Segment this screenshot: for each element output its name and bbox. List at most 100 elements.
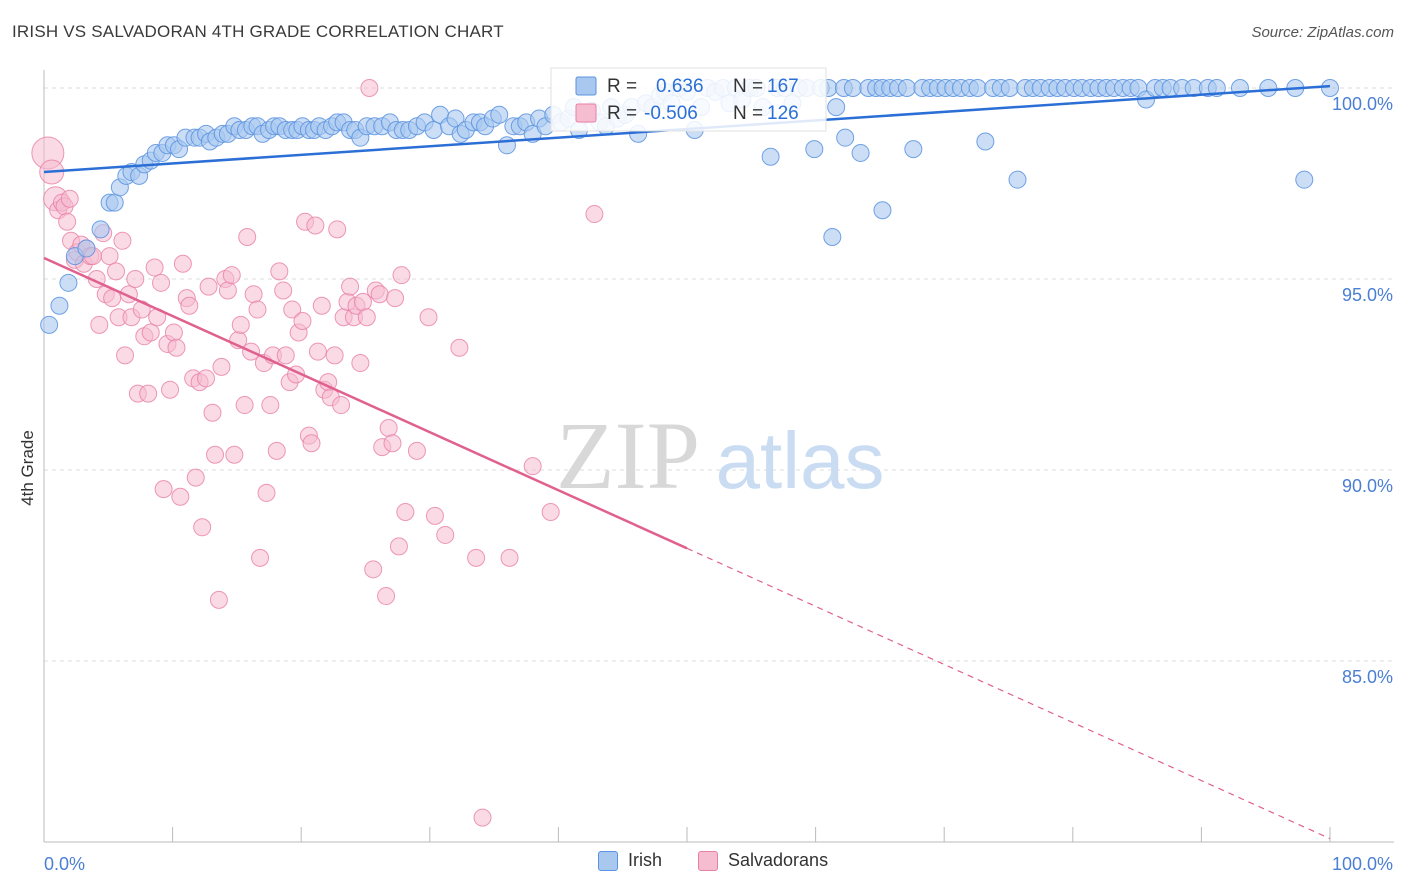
salvadorans-point [261,396,280,415]
irish-point [1230,79,1249,97]
y-tick-label: 95.0% [1342,285,1393,305]
salvadorans-point [167,338,186,357]
salvadorans-point [585,205,604,224]
salvadorans-point [218,281,237,300]
salvadorans-point [164,323,183,342]
legend-item-irish[interactable]: Irish [598,850,662,871]
legend-item-salvadorans[interactable]: Salvadorans [698,850,828,871]
legend-r-label-irish: R = [607,76,637,97]
irish-point [805,140,824,159]
legend-n-value-salvadorans: 126 [767,103,799,124]
irish-point [59,273,78,292]
salvadorans-point [90,315,109,334]
salvadorans-point [161,380,180,399]
salvadorans-point [270,262,289,281]
legend-bottom: Irish Salvadorans [0,850,1406,880]
irish-point [968,79,987,97]
y-tick-label: 100.0% [1332,94,1393,114]
salvadorans-point [197,369,216,388]
irish-point [490,105,509,124]
irish-point [424,121,443,140]
salvadorans-point [225,445,244,464]
salvadorans-point [351,354,370,373]
salvadorans-point [357,308,376,327]
salvadorans-point [370,285,389,304]
salvadorans-point [325,346,344,365]
gridlines [44,87,1394,662]
salvadorans-point [113,231,132,250]
salvadorans-point [523,457,542,476]
salvadorans-point [541,503,560,522]
watermark-zip: ZIP [556,402,700,509]
salvadorans-point [152,273,171,292]
salvadorans-point [308,342,327,361]
irish-point [761,147,780,166]
irish-point [827,98,846,117]
salvadorans-point [199,277,218,296]
salvadorans-point [392,266,411,285]
salvadorans-point [209,590,228,609]
irish-point [1008,170,1027,189]
salvadorans-point [257,483,276,502]
legend-r-label-salvadorans: R = [607,103,637,124]
salvadorans-point [222,266,241,285]
salvadorans-point [235,396,254,415]
salvadorans-point [386,289,405,308]
irish-point [77,239,96,258]
salvadorans-point [203,403,222,422]
irish-point [1321,79,1339,97]
legend-swatch-irish [575,76,597,96]
irish-point [497,136,516,155]
legend-label-salvadorans: Salvadorans [728,850,829,870]
irish-point [1259,79,1278,97]
salvadorans-point [425,506,444,525]
legend-label-irish: Irish [628,850,663,870]
legend-swatch-salvadorans-bottom [698,850,718,871]
legend-n-label-salvadorans: N = [733,103,763,124]
legend-swatch-salvadorans [575,103,597,123]
salvadorans-point [139,384,158,403]
salvadorans-point [126,270,145,288]
chart-title: IRISH VS SALVADORAN 4TH GRADE CORRELATIO… [12,22,504,41]
y-tick-label: 90.0% [1342,476,1393,496]
salvadorans-point [341,277,360,296]
legend-r-value-irish: 0.636 [656,76,704,97]
x-tick-label: 100.0% [1332,854,1393,874]
legend-n-value-irish: 167 [767,76,799,97]
salvadorans-point [419,308,438,327]
salvadorans-trend-line [43,256,688,550]
x-tick-label: 0.0% [44,854,85,874]
salvadorans-point [58,212,77,231]
legend-r-value-salvadorans: -0.506 [644,103,698,124]
salvadorans-point [141,323,160,342]
watermark: ZIP atlas [556,402,884,509]
irish-point [1295,170,1314,189]
irish-point [50,296,69,315]
salvadorans-point [407,441,426,460]
salvadorans-point [436,525,455,544]
salvadorans-point [360,79,379,97]
salvadorans-point [312,296,331,315]
salvadorans-point [248,300,267,319]
salvadorans-trend-line-extended [686,547,1331,840]
irish-point [1000,79,1019,97]
legend-stats: R = 0.636 N = 167 R = -0.506 N = 126 [550,67,827,132]
salvadorans-point [328,220,347,239]
salvadorans-point [171,487,190,506]
salvadorans-point [306,216,325,235]
salvadorans-point [364,560,383,579]
salvadorans-point [251,548,270,567]
legend-n-label-irish: N = [733,76,763,97]
salvadorans-point [293,312,312,331]
irish-point [904,140,923,159]
irish-point [91,220,110,239]
irish-point [836,128,855,147]
salvadorans-point [60,189,79,208]
salvadorans-point [231,315,250,334]
salvadorans-point [473,808,492,827]
salvadorans-point [450,338,469,357]
legend-swatch-irish-bottom [598,850,618,871]
irish-point [105,193,124,212]
salvadorans-point [116,346,135,365]
salvadorans-point [267,441,286,460]
